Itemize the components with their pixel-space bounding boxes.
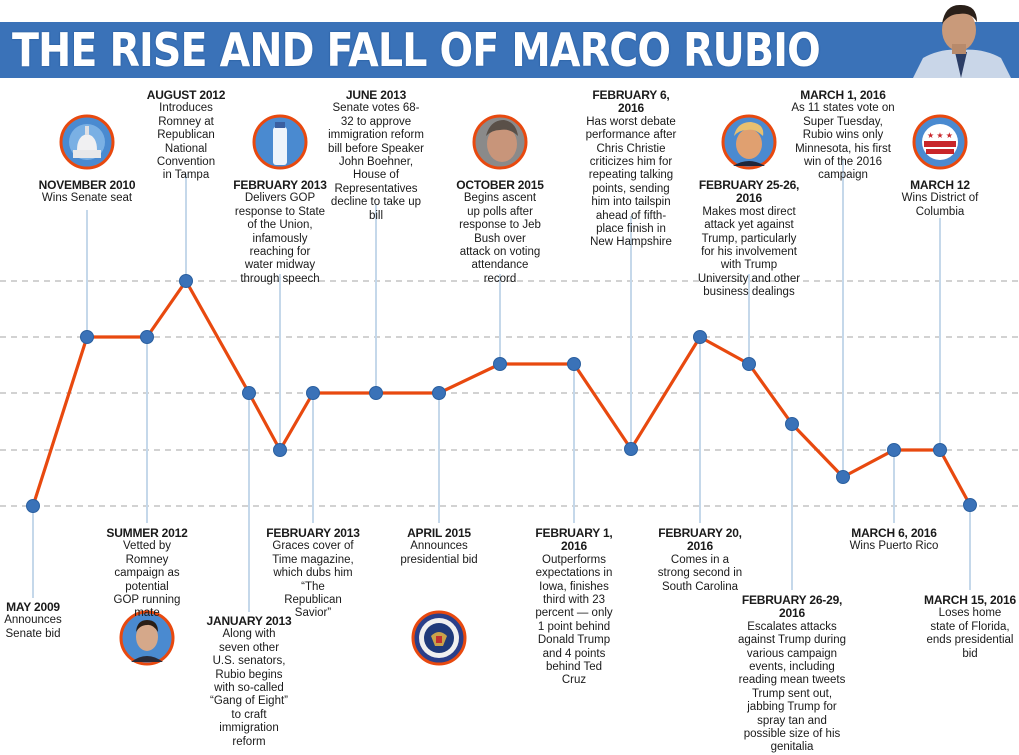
event-label-mar-6-2016: MARCH 6, 2016 Wins Puerto Rico xyxy=(849,526,939,553)
gridlines xyxy=(0,280,1019,507)
event-label-mar-1-2016: MARCH 1, 2016 As 11 states vote on Super… xyxy=(791,88,895,182)
event-label-feb-6-2016: FEBRUARY 6, 2016 Has worst debate perfor… xyxy=(585,88,677,249)
event-label-mar-15-2016: MARCH 15, 2016 Loses home state of Flori… xyxy=(924,593,1016,660)
connector-lines xyxy=(32,160,971,612)
event-label-feb-25-26-2016: FEBRUARY 25-26, 2016 Makes most direct a… xyxy=(697,178,801,299)
event-label-feb-20-2016: FEBRUARY 20, 2016 Comes in a strong seco… xyxy=(657,526,743,593)
event-label-feb-26-29-2016: FEBRUARY 26-29, 2016 Escalates attacks a… xyxy=(737,593,847,754)
event-label-aug-2012: AUGUST 2012 Introduces Romney at Republi… xyxy=(146,88,226,182)
donald-trump-portrait-icon xyxy=(721,114,777,170)
event-label-summer-2012: SUMMER 2012 Vetted by Romney campaign as… xyxy=(106,526,188,620)
presidential-seal-icon xyxy=(411,610,467,666)
event-label-mar-12: MARCH 12 Wins District of Columbia xyxy=(901,178,979,218)
timeline-chart xyxy=(0,160,1019,612)
event-label-feb-2013-sotu: FEBRUARY 2013 Delivers GOP response to S… xyxy=(233,178,327,285)
data-points xyxy=(26,274,977,513)
event-label-may-2009: MAY 2009 Announces Senate bid xyxy=(4,600,62,640)
event-label-oct-2015: OCTOBER 2015 Begins ascent up polls afte… xyxy=(456,178,544,285)
rubio-portrait xyxy=(905,0,1017,78)
capitol-dome-icon xyxy=(59,114,115,170)
water-bottle-icon xyxy=(252,114,308,170)
event-label-nov-2010: NOVEMBER 2010 Wins Senate seat xyxy=(38,178,136,205)
mitt-romney-portrait-icon xyxy=(119,610,175,666)
dc-flag-icon: ★ ★ ★ xyxy=(912,114,968,170)
event-label-feb-2013-time: FEBRUARY 2013 Graces cover of Time magaz… xyxy=(266,526,360,620)
event-label-june-2013: JUNE 2013 Senate votes 68-32 to approve … xyxy=(328,88,424,222)
event-label-jan-2013: JANUARY 2013 Along with seven other U.S.… xyxy=(206,614,292,748)
event-label-apr-2015: APRIL 2015 Announces presidential bid xyxy=(400,526,478,566)
page-title: THE RISE AND FALL OF MARCO RUBIO xyxy=(12,23,821,77)
event-label-feb-1-2016: FEBRUARY 1, 2016 Outperforms expectation… xyxy=(535,526,613,687)
jeb-bush-portrait-icon xyxy=(472,114,528,170)
svg-text:★ ★ ★: ★ ★ ★ xyxy=(927,131,953,140)
title-banner xyxy=(0,22,1019,78)
